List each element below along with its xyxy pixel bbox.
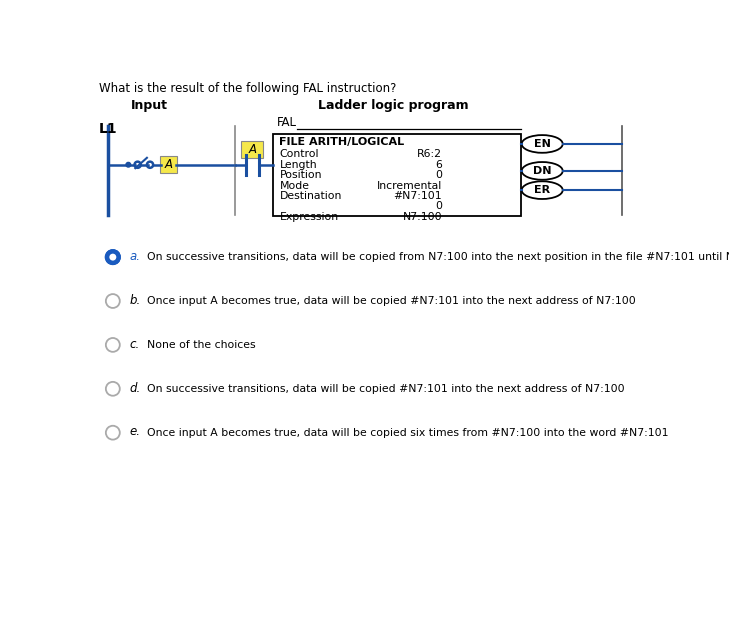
Circle shape	[126, 162, 130, 167]
Text: R6:2: R6:2	[417, 149, 443, 159]
Text: c.: c.	[130, 338, 140, 351]
Text: Destination: Destination	[279, 191, 342, 201]
Text: #N7:101: #N7:101	[394, 191, 443, 201]
Text: Length: Length	[279, 160, 317, 170]
Text: Once input A becomes true, data will be copied six times from #N7:100 into the w: Once input A becomes true, data will be …	[147, 428, 668, 438]
Text: FAL: FAL	[277, 116, 297, 129]
Text: FILE ARITH/LOGICAL: FILE ARITH/LOGICAL	[279, 137, 405, 147]
Text: 0: 0	[435, 170, 443, 180]
Circle shape	[106, 382, 120, 396]
Text: Input: Input	[130, 100, 168, 113]
Circle shape	[106, 338, 120, 352]
Text: Once input A becomes true, data will be copied #N7:101 into the next address of : Once input A becomes true, data will be …	[147, 296, 636, 306]
Circle shape	[106, 294, 120, 308]
Text: A: A	[165, 158, 173, 171]
Text: On successive transitions, data will be copied #N7:101 into the next address of : On successive transitions, data will be …	[147, 384, 625, 394]
Text: Control: Control	[279, 149, 319, 159]
Ellipse shape	[522, 135, 563, 153]
Text: None of the choices: None of the choices	[147, 340, 256, 350]
Circle shape	[106, 426, 120, 440]
Text: Expression: Expression	[279, 211, 338, 221]
Text: d.: d.	[130, 381, 141, 394]
FancyBboxPatch shape	[160, 156, 177, 173]
Text: N7:100: N7:100	[402, 211, 443, 221]
Ellipse shape	[522, 181, 563, 199]
Circle shape	[109, 254, 117, 261]
Text: b.: b.	[130, 294, 141, 307]
Text: A: A	[249, 143, 257, 156]
Text: Incremental: Incremental	[377, 180, 443, 190]
Text: 0: 0	[435, 202, 443, 211]
FancyBboxPatch shape	[241, 141, 263, 158]
Text: L1: L1	[99, 123, 117, 136]
Text: Position: Position	[279, 170, 322, 180]
Text: EN: EN	[534, 139, 550, 149]
Text: DN: DN	[533, 166, 551, 176]
Text: e.: e.	[130, 425, 141, 439]
Text: What is the result of the following FAL instruction?: What is the result of the following FAL …	[99, 82, 397, 95]
Text: Mode: Mode	[279, 180, 309, 190]
Ellipse shape	[522, 162, 563, 180]
Text: Ladder logic program: Ladder logic program	[318, 100, 469, 113]
Text: 6: 6	[435, 160, 443, 170]
Text: ER: ER	[534, 185, 550, 195]
Text: a.: a.	[130, 250, 141, 263]
Text: On successive transitions, data will be copied from N7:100 into the next positio: On successive transitions, data will be …	[147, 252, 729, 262]
Circle shape	[106, 250, 120, 264]
